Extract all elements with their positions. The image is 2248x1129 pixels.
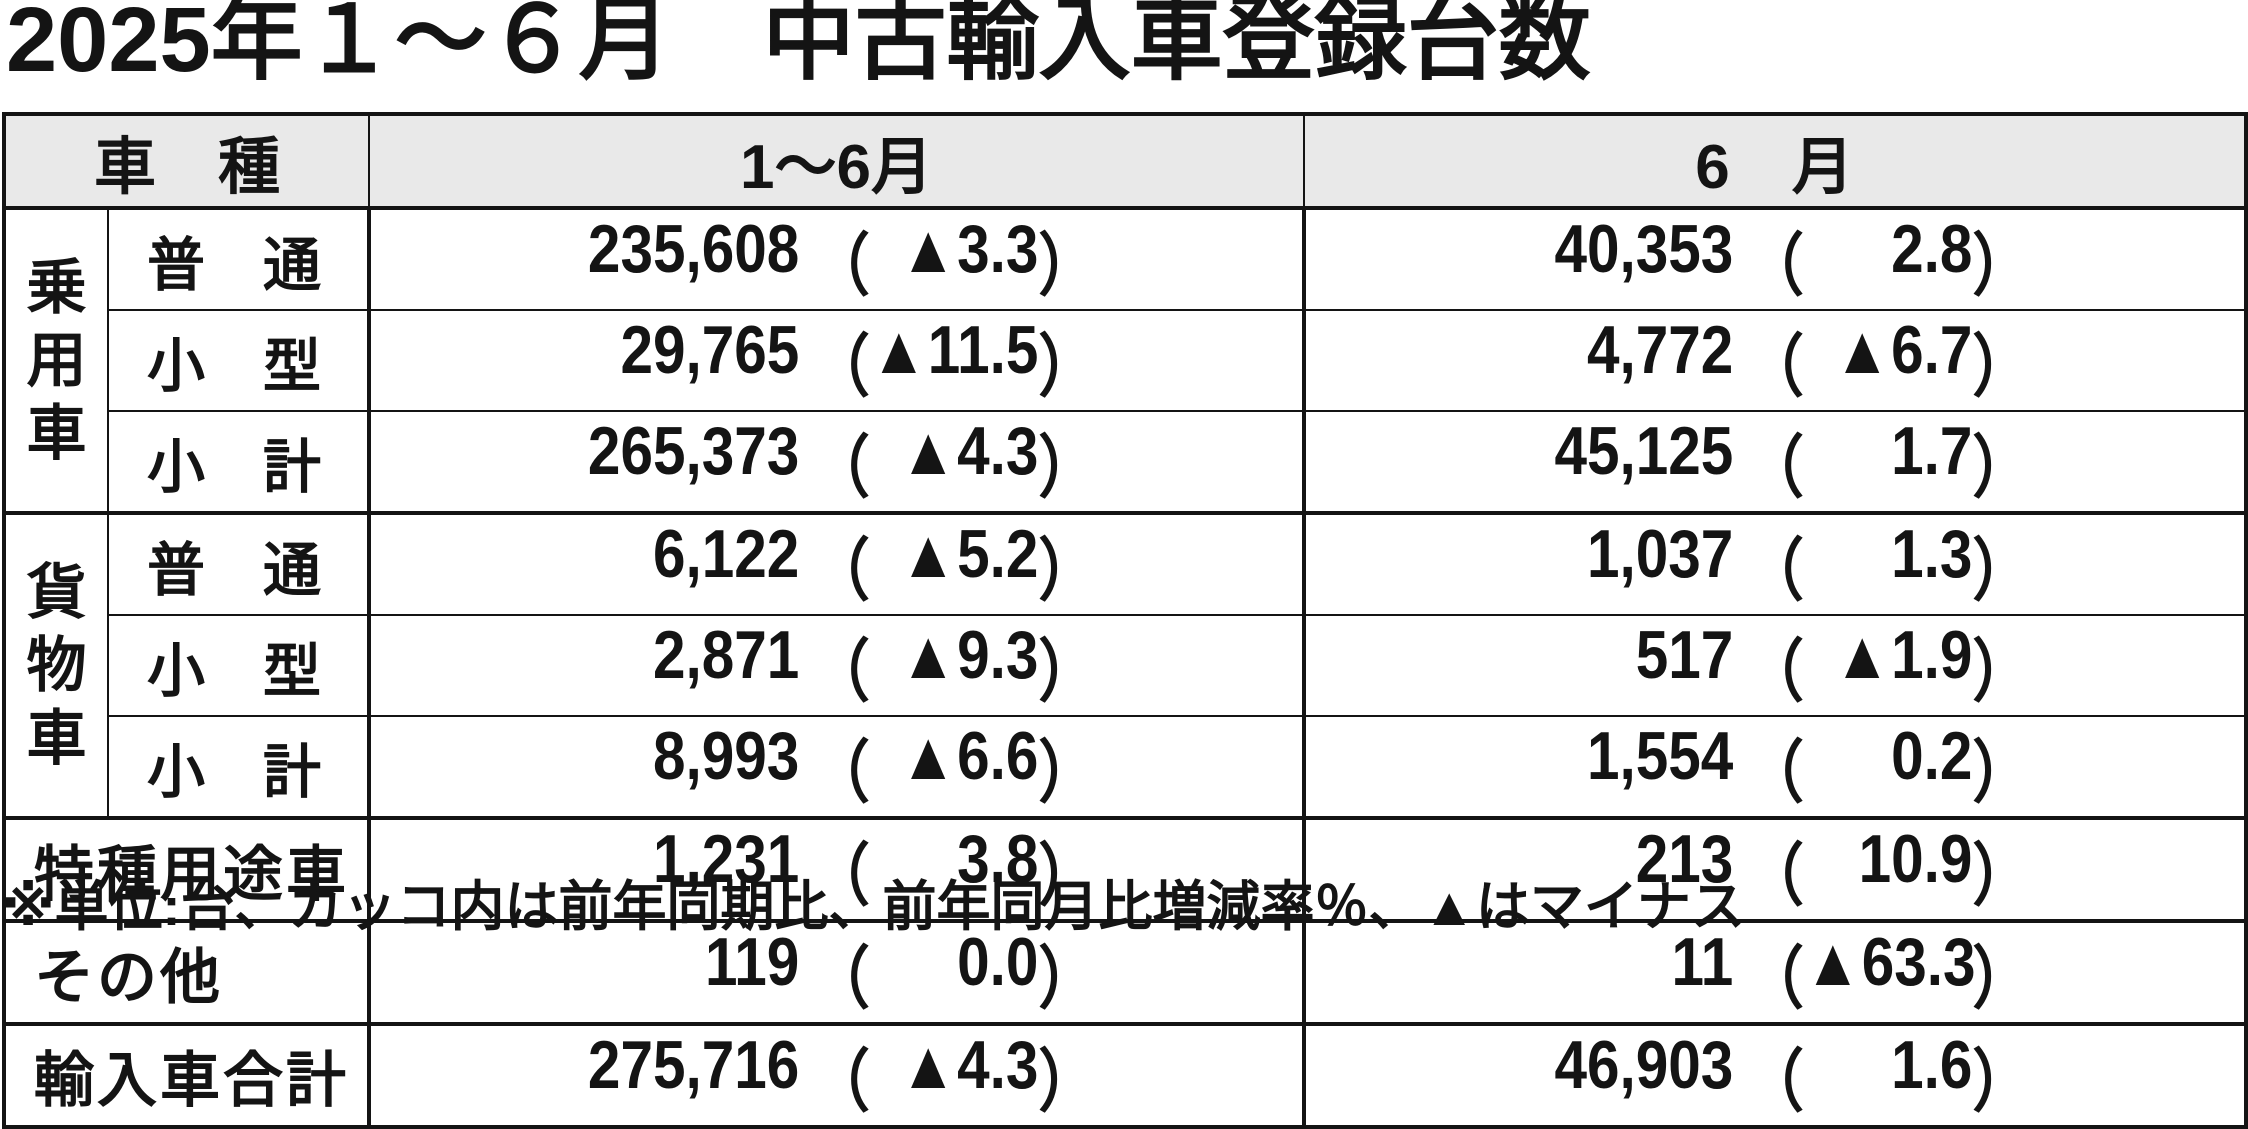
sub-label: 小型 [107, 309, 371, 412]
header-jan-jun: 1～6月 [368, 113, 1305, 210]
group-char: 乗 [26, 254, 87, 321]
group-char: 車 [26, 705, 87, 772]
row-cargo-standard: 貨 物 車 普通 6,122 （▲5.2） 1,037 （1.3） [3, 511, 2247, 819]
row-label: 特種用途車 [3, 816, 371, 922]
sub-label: 普通 [107, 207, 371, 311]
cell-jan-jun: 6,122 （▲5.2） [368, 511, 1306, 616]
cell-june: 46,903 （1.6） [1303, 1022, 2247, 1128]
page-title: 2025年１～６月 中古輸入車登録台数 [6, 0, 1591, 91]
cell-jan-jun: 275,716 （▲4.3） [368, 1022, 1306, 1128]
cell-jan-jun: 29,765 （▲11.5） [368, 309, 1306, 412]
group-label-passenger: 乗 用 車 [3, 207, 109, 514]
cell-jan-jun: 235,608 （▲3.3） [368, 207, 1306, 311]
group-char: 物 [26, 632, 87, 699]
row-passenger-subtotal: 小計 265,373 （▲4.3） 45,125 （1.7） [4, 410, 2247, 514]
group-char: 貨 [26, 559, 87, 626]
group-char: 用 [26, 327, 87, 394]
row-passenger-small: 小型 29,765 （▲11.5） 4,772 （▲6.7） [4, 309, 2247, 412]
registration-table: 車 種 1～6月 6 月 乗 用 車 普通 235,608 （ [2, 112, 2248, 1129]
sub-label: 小計 [107, 715, 371, 819]
sub-label: 小計 [107, 410, 371, 514]
row-label: 輸入車合計 [3, 1022, 371, 1128]
cell-june: 213 （10.9） [1303, 816, 2247, 922]
cell-june: 1,554 （0.2） [1303, 715, 2247, 819]
sub-label: 小型 [107, 614, 371, 717]
row-special-purpose: 特種用途車 1,231 （3.8） 213 （10.9） [3, 816, 2247, 922]
group-label-cargo: 貨 物 車 [3, 511, 109, 819]
cell-june: 517 （▲1.9） [1303, 614, 2247, 717]
group-char: 車 [26, 400, 87, 467]
sub-label: 普通 [107, 511, 371, 616]
header-vehicle-type: 車 種 [3, 113, 370, 210]
cell-jan-jun: 1,231 （3.8） [368, 816, 1306, 922]
cell-jan-jun: 265,373 （▲4.3） [368, 410, 1306, 514]
row-cargo-small: 小型 2,871 （▲9.3） 517 （▲1.9） [4, 614, 2247, 717]
cell-june: 40,353 （2.8） [1303, 207, 2247, 311]
row-cargo-subtotal: 小計 8,993 （▲6.6） 1,554 （0.2） [4, 715, 2247, 819]
row-import-total: 輸入車合計 275,716 （▲4.3） 46,903 （1.6） [3, 1022, 2247, 1128]
cell-june: 45,125 （1.7） [1303, 410, 2247, 514]
units-footnote: ※単位:台、カッコ内は前年同期比、前年同月比増減率％、▲はマイナス [2, 877, 1745, 937]
cell-june: 1,037 （1.3） [1303, 511, 2247, 616]
cell-jan-jun: 8,993 （▲6.6） [368, 715, 1306, 819]
cell-june: 4,772 （▲6.7） [1303, 309, 2247, 412]
cell-jan-jun: 2,871 （▲9.3） [368, 614, 1306, 717]
header-row: 車 種 1～6月 6 月 [3, 113, 2247, 210]
row-passenger-standard: 乗 用 車 普通 235,608 （▲3.3） 40,353 （2.8） [3, 207, 2247, 514]
header-june: 6 月 [1303, 113, 2247, 210]
